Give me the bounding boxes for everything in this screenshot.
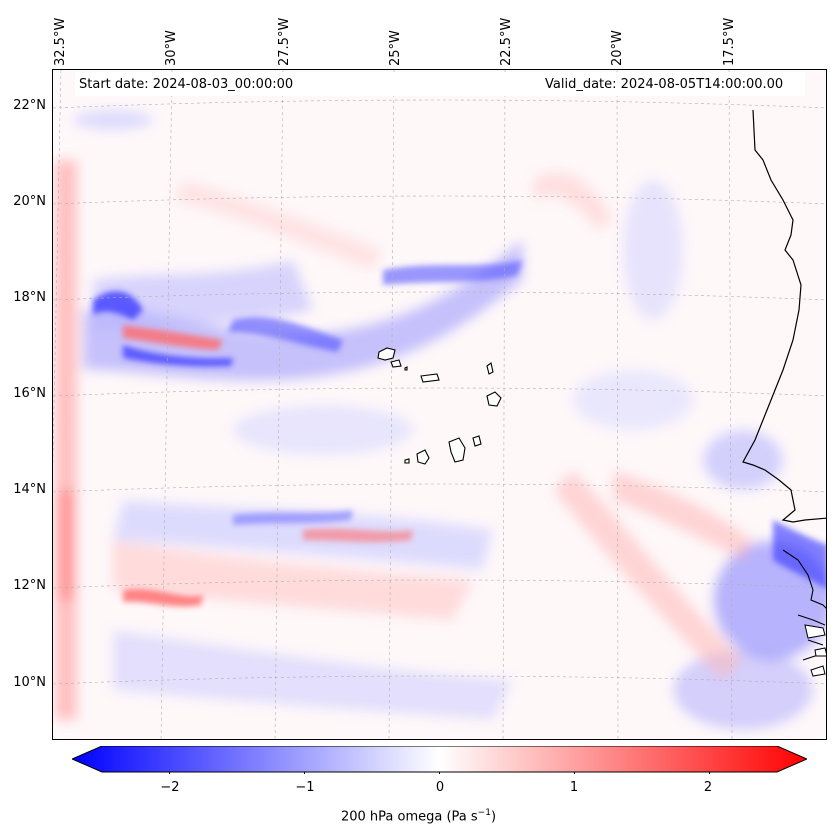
lat-label-22n: 22°N	[13, 98, 46, 113]
colorbar-label-unit-sup: −1	[477, 808, 491, 818]
colorbar-tick-label: 2	[703, 780, 713, 795]
gridline-10n	[53, 675, 826, 685]
island-boa-vista	[486, 391, 502, 407]
lat-label-14n: 14°N	[13, 482, 46, 497]
lat-label-12n: 12°N	[13, 578, 46, 593]
colorbar-bar	[72, 746, 807, 773]
coastline-guinea	[782, 549, 826, 661]
omega-field-smooth	[53, 70, 826, 739]
valid-date-label: Valid_date: 2024-08-05T14:00:00.00	[545, 77, 784, 92]
lat-label-18n: 18°N	[13, 290, 46, 305]
gridline-22n	[53, 99, 826, 109]
gridline-20n	[53, 195, 826, 205]
lon-label-30w: 30°W	[164, 30, 179, 66]
gridline-16n	[53, 387, 826, 397]
omega-map	[52, 69, 827, 740]
header-strip	[75, 72, 805, 96]
island-sao-vicente	[390, 359, 402, 368]
gridline-14n	[53, 483, 826, 493]
gridline-30w	[160, 70, 173, 739]
island-brava	[404, 458, 410, 464]
lon-label-27-5w: 27.5°W	[277, 17, 292, 66]
cape-verde-islands	[377, 347, 502, 465]
start-date-label: Start date: 2024-08-03_00:00:00	[79, 77, 294, 92]
gridline-25w	[388, 70, 395, 739]
gridline-12n	[53, 579, 826, 589]
graticule	[53, 70, 826, 739]
island-sal	[486, 362, 494, 375]
island-santa-luzia	[404, 366, 408, 371]
lon-label-22-5w: 22.5°W	[499, 17, 514, 66]
colorbar-label-text: 200 hPa omega (Pa s	[340, 809, 478, 825]
omega-field-sharp	[93, 260, 826, 607]
gridline-27-5w	[274, 70, 284, 739]
gridline-22-5w	[502, 70, 506, 739]
lon-label-25w: 25°W	[388, 30, 403, 66]
gridline-18n	[53, 291, 826, 301]
island-maio	[472, 435, 482, 447]
colorbar-tick-label: −2	[160, 780, 180, 795]
omega-field-svg	[53, 70, 826, 739]
island-santo-antao	[377, 347, 396, 361]
lat-label-10n: 10°N	[13, 675, 46, 690]
lon-label-17-5w: 17.5°W	[722, 17, 737, 66]
colorbar-tickmarks	[169, 772, 710, 774]
colorbar-tick-label: 1	[569, 780, 579, 795]
lon-label-20w: 20°W	[610, 30, 625, 66]
lat-label-16n: 16°N	[13, 386, 46, 401]
island-santiago	[448, 437, 466, 463]
island-fogo	[416, 449, 430, 465]
lat-label-20n: 20°N	[13, 194, 46, 209]
colorbar	[72, 746, 807, 774]
colorbar-tick-label: −1	[295, 780, 315, 795]
island-sao-nicolau	[420, 373, 440, 383]
colorbar-tick-label: 0	[435, 780, 445, 795]
gridline-20w	[616, 70, 619, 739]
gridline-17-5w	[728, 70, 733, 739]
lon-label-32-5w: 32.5°W	[53, 17, 68, 66]
colorbar-label: 200 hPa omega (Pa s−1)	[0, 808, 837, 824]
guinea-islands	[804, 624, 826, 677]
colorbar-label-close: )	[490, 809, 497, 825]
coastline-west-africa	[742, 109, 826, 523]
